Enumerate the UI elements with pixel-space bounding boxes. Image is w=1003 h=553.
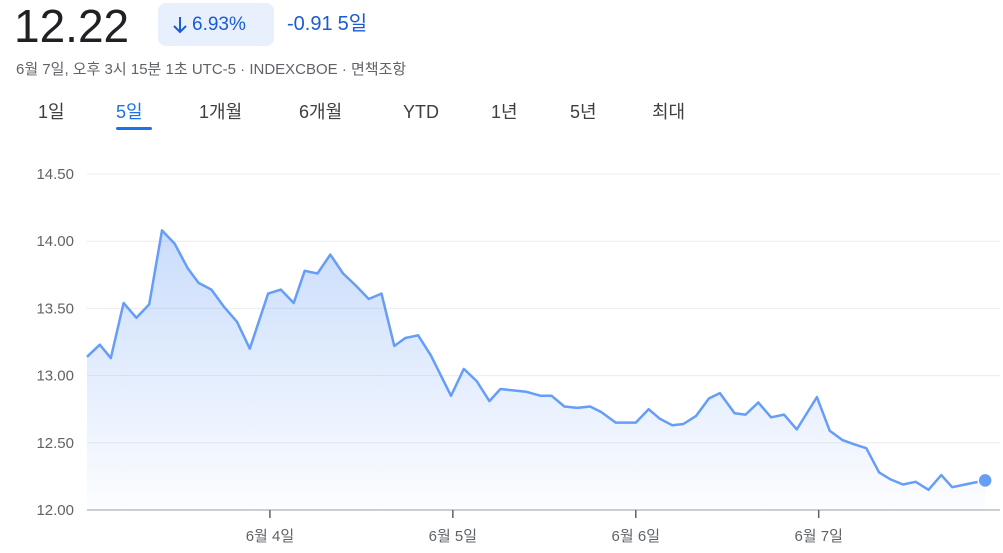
change-badge: 6.93%	[158, 3, 274, 46]
change-percent: 6.93%	[192, 14, 246, 35]
change-value: -0.91	[287, 13, 333, 35]
y-tick-label: 12.50	[36, 435, 74, 452]
price: 12.22	[14, 0, 130, 52]
range-tab[interactable]: YTD	[403, 102, 439, 122]
y-tick-label: 14.00	[36, 233, 74, 250]
selected-tab-underline	[116, 127, 152, 130]
change: -0.91 5일	[287, 3, 367, 46]
y-tick-label: 14.50	[36, 166, 74, 183]
last-point	[977, 472, 993, 489]
price-line	[86, 229, 986, 492]
y-tick-label: 12.00	[36, 502, 74, 519]
x-tick-label: 6월 4일	[246, 528, 294, 545]
subtitle: 6월 7일, 오후 3시 15분 1초 UTC-5 · INDEXCBOE · …	[16, 61, 407, 78]
x-tick-label: 6월 6일	[612, 528, 660, 545]
down-arrow-icon	[173, 17, 187, 34]
range-tab[interactable]: 1일	[38, 102, 65, 122]
y-tick-label: 13.50	[36, 300, 74, 317]
range-tab[interactable]: 6개월	[299, 102, 343, 122]
range-tab[interactable]: 1개월	[199, 102, 243, 122]
x-tick-label: 6월 7일	[794, 528, 842, 545]
range-tab[interactable]: 5년	[570, 102, 597, 122]
area	[87, 230, 986, 510]
range-tab[interactable]: 1년	[491, 102, 518, 122]
x-tick-label: 6월 5일	[429, 528, 477, 545]
y-tick-label: 13.00	[36, 368, 74, 385]
change-period: 5일	[337, 13, 368, 35]
range-tab[interactable]: 최대	[652, 102, 686, 122]
range-tab[interactable]: 5일	[116, 102, 143, 122]
